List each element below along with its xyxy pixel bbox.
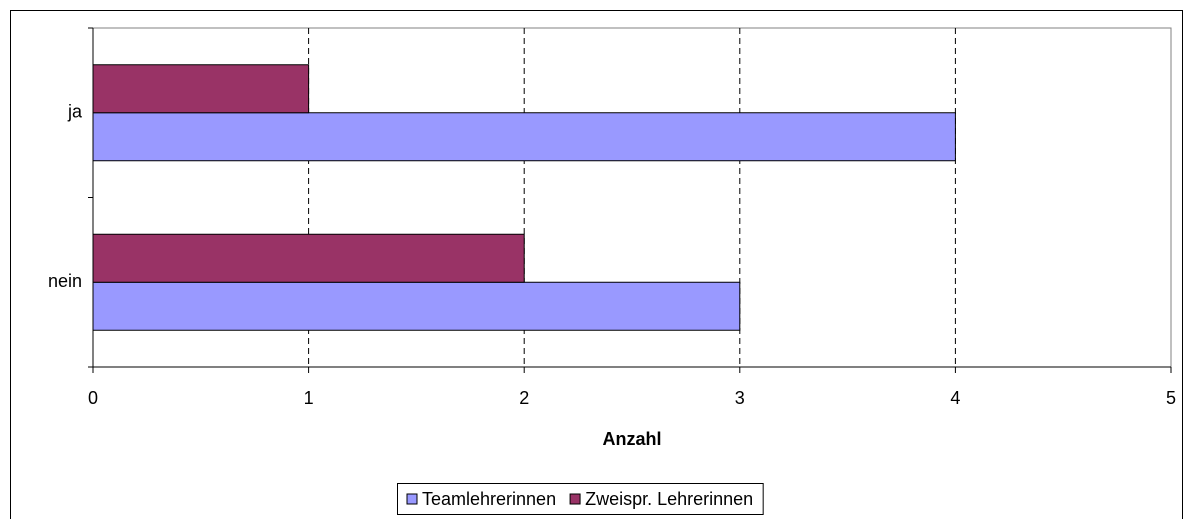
x-tick-label: 5 (1166, 388, 1176, 408)
x-tick-label: 4 (950, 388, 960, 408)
legend-swatch (406, 493, 418, 505)
bar (92, 112, 956, 162)
y-tick-label: nein (48, 271, 82, 291)
bar (92, 281, 741, 331)
bar (92, 64, 310, 114)
x-tick-label: 3 (735, 388, 745, 408)
y-tick-label: ja (67, 102, 83, 122)
legend (397, 483, 764, 515)
bar (92, 233, 525, 283)
legend-label: Teamlehrerinnen (422, 489, 556, 509)
x-tick-label: 2 (519, 388, 529, 408)
x-tick-label: 1 (304, 388, 314, 408)
legend-swatch (569, 493, 581, 505)
legend-label: Zweispr. Lehrerinnen (585, 489, 753, 509)
x-tick-label: 0 (88, 388, 98, 408)
x-axis-label: Anzahl (602, 429, 661, 449)
